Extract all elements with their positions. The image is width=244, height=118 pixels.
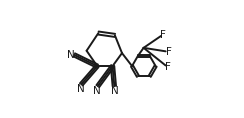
Text: N: N: [77, 84, 85, 94]
Text: N: N: [67, 50, 75, 60]
Text: N: N: [93, 86, 101, 96]
Text: N: N: [111, 86, 119, 96]
Text: F: F: [166, 47, 172, 57]
Text: F: F: [165, 62, 171, 72]
Text: F: F: [161, 30, 166, 40]
